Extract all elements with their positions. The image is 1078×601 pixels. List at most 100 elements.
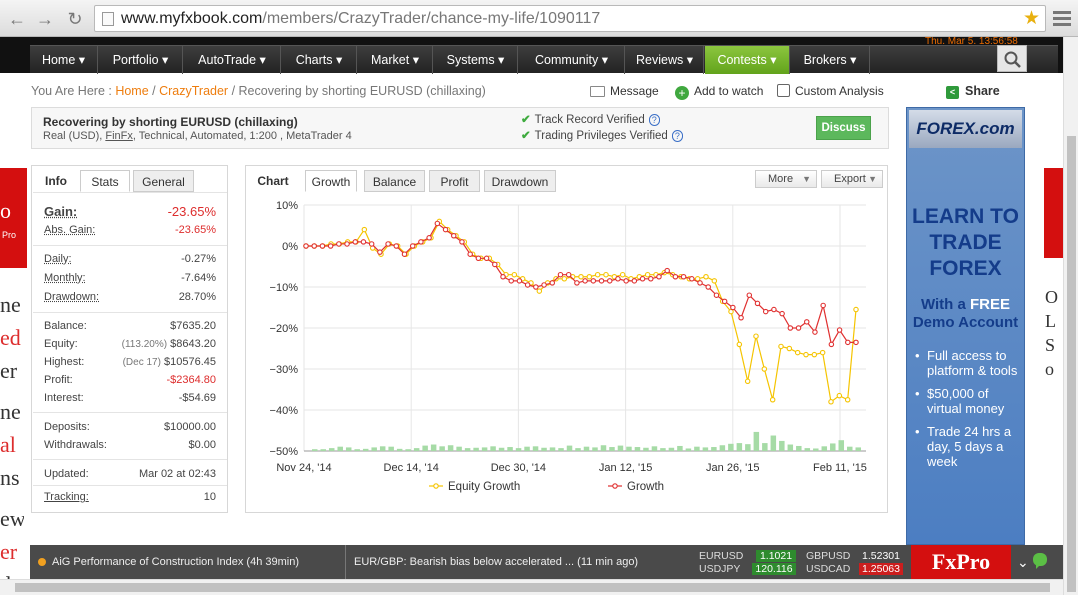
divider <box>33 485 227 486</box>
nav-market[interactable]: Market ▾ <box>358 46 433 74</box>
tab-stats[interactable]: Stats <box>80 170 130 192</box>
add-to-watch-link[interactable]: + Add to watch <box>675 84 763 100</box>
volume-bar <box>405 449 411 451</box>
tracking-value: 10 <box>203 491 216 503</box>
breadcrumb-separator: / <box>148 84 160 98</box>
volume-bar <box>345 447 352 451</box>
forward-arrow-icon[interactable]: → <box>36 9 54 29</box>
tab-balance[interactable]: Balance <box>364 170 425 192</box>
divider <box>33 192 227 193</box>
balance-label: Balance: <box>44 320 87 332</box>
growth-point <box>319 243 326 249</box>
chevron-down-icon[interactable]: ⌄ <box>1017 555 1029 571</box>
nav-autotrade[interactable]: AutoTrade ▾ <box>184 46 281 74</box>
x-tick-label: Feb 11, '15 <box>813 462 867 474</box>
volume-bar <box>464 448 471 451</box>
vertical-scrollbar[interactable] <box>1063 37 1078 595</box>
legend-label: Equity Growth <box>448 481 520 493</box>
updated-value: Mar 02 at 02:43 <box>138 468 216 480</box>
help-icon[interactable]: ? <box>671 130 683 142</box>
equity-value: $8643.20 <box>170 338 216 350</box>
growth-point <box>689 276 695 282</box>
hscroll-thumb[interactable] <box>15 583 1050 592</box>
panel-title-chart: Chart <box>257 174 289 188</box>
export-button[interactable]: ▼ Export <box>821 170 883 188</box>
nav-reviews[interactable]: Reviews ▾ <box>626 46 704 74</box>
tab-drawdown[interactable]: Drawdown <box>484 170 556 192</box>
equity-growth-point <box>844 397 851 403</box>
ad-bullet: $50,000 of virtual money <box>915 386 1025 416</box>
forex-ad[interactable]: FOREX.com LEARN TO TRADE FOREX With a FR… <box>906 107 1025 545</box>
discuss-button[interactable]: Discuss <box>816 116 871 140</box>
growth-point <box>705 284 711 290</box>
news-ticker: AiG Performance of Construction Index (4… <box>30 545 1063 579</box>
volume-bar <box>643 447 649 451</box>
volume-bar <box>855 447 861 451</box>
growth-point <box>483 255 490 262</box>
address-bar[interactable]: www.myfxbook.com/members/CrazyTrader/cha… <box>94 5 1046 32</box>
volume-bar <box>430 444 437 451</box>
tab-profit[interactable]: Profit <box>429 170 480 192</box>
volume-bar <box>473 447 479 451</box>
nav-brokers[interactable]: Brokers ▾ <box>791 46 870 74</box>
growth-point <box>557 271 564 278</box>
interest-label: Interest: <box>44 392 84 404</box>
volume-bar <box>439 446 445 451</box>
left-side-ad[interactable]: o Pro <box>0 168 27 268</box>
back-arrow-icon[interactable]: ← <box>8 9 26 29</box>
custom-analysis-link[interactable]: Custom Analysis <box>777 84 884 98</box>
volume-bar <box>507 447 513 451</box>
share-link[interactable]: < Share <box>946 84 1000 99</box>
tab-growth[interactable]: Growth <box>305 170 357 192</box>
nav-portfolio[interactable]: Portfolio ▾ <box>99 46 183 74</box>
abs-gain-label: Abs. Gain: <box>44 224 96 236</box>
envelope-icon <box>590 86 605 97</box>
volume-bar <box>456 446 462 451</box>
message-link[interactable]: Message <box>590 84 659 98</box>
equity-growth-point <box>744 378 751 385</box>
nav-charts[interactable]: Charts ▾ <box>282 46 357 74</box>
volume-bar <box>609 447 615 451</box>
nav-contests[interactable]: Contests ▾ <box>705 46 790 74</box>
ticker-news-2[interactable]: EUR/GBP: Bearish bias below accelerated … <box>354 556 639 568</box>
nav-systems[interactable]: Systems ▾ <box>434 46 518 74</box>
volume-bar <box>770 435 777 451</box>
growth-point <box>524 282 531 288</box>
nav-search-button[interactable] <box>997 45 1027 72</box>
browser-menu-icon[interactable] <box>1053 8 1071 28</box>
breadcrumb-prefix: You Are Here : <box>31 84 116 98</box>
breadcrumb: You Are Here : Home / CrazyTrader / Reco… <box>31 84 591 98</box>
growth-point <box>787 325 794 331</box>
tracking-link[interactable]: Tracking: <box>44 491 89 503</box>
tab-general[interactable]: General <box>133 170 194 192</box>
breadcrumb-home-link[interactable]: Home <box>115 84 149 98</box>
edge-line: o <box>1045 359 1054 379</box>
right-edge-ad[interactable] <box>1044 168 1063 258</box>
growth-point <box>426 235 432 241</box>
volume-bar <box>566 445 573 451</box>
broker-link[interactable]: FinFx <box>105 130 133 142</box>
nav-home[interactable]: Home ▾ <box>30 46 98 74</box>
reload-icon[interactable]: ↻ <box>67 9 83 29</box>
share-icon: < <box>946 86 959 99</box>
bookmark-star-icon[interactable]: ★ <box>1022 8 1040 29</box>
scroll-thumb[interactable] <box>1067 136 1076 592</box>
help-icon[interactable]: ? <box>648 114 660 126</box>
horizontal-scrollbar[interactable] <box>0 579 1063 595</box>
edge-line: ne <box>0 292 21 317</box>
volume-bar <box>413 448 420 451</box>
track-record-verified: ✔ Track Record Verified? <box>521 112 660 126</box>
growth-point <box>303 243 309 249</box>
chat-icon[interactable] <box>1033 553 1047 566</box>
growth-point <box>459 239 465 245</box>
equity-growth-point <box>536 288 543 294</box>
fxpro-logo[interactable]: FxPro <box>911 545 1011 579</box>
growth-point <box>492 261 498 268</box>
volume-bar <box>541 447 547 451</box>
more-button[interactable]: ▼ More <box>755 170 817 188</box>
ticker-news-1[interactable]: AiG Performance of Construction Index (4… <box>30 545 346 579</box>
growth-point <box>771 306 777 313</box>
breadcrumb-user-link[interactable]: CrazyTrader <box>159 84 229 98</box>
volume-bar <box>813 448 819 451</box>
nav-community[interactable]: Community ▾ <box>519 46 625 74</box>
